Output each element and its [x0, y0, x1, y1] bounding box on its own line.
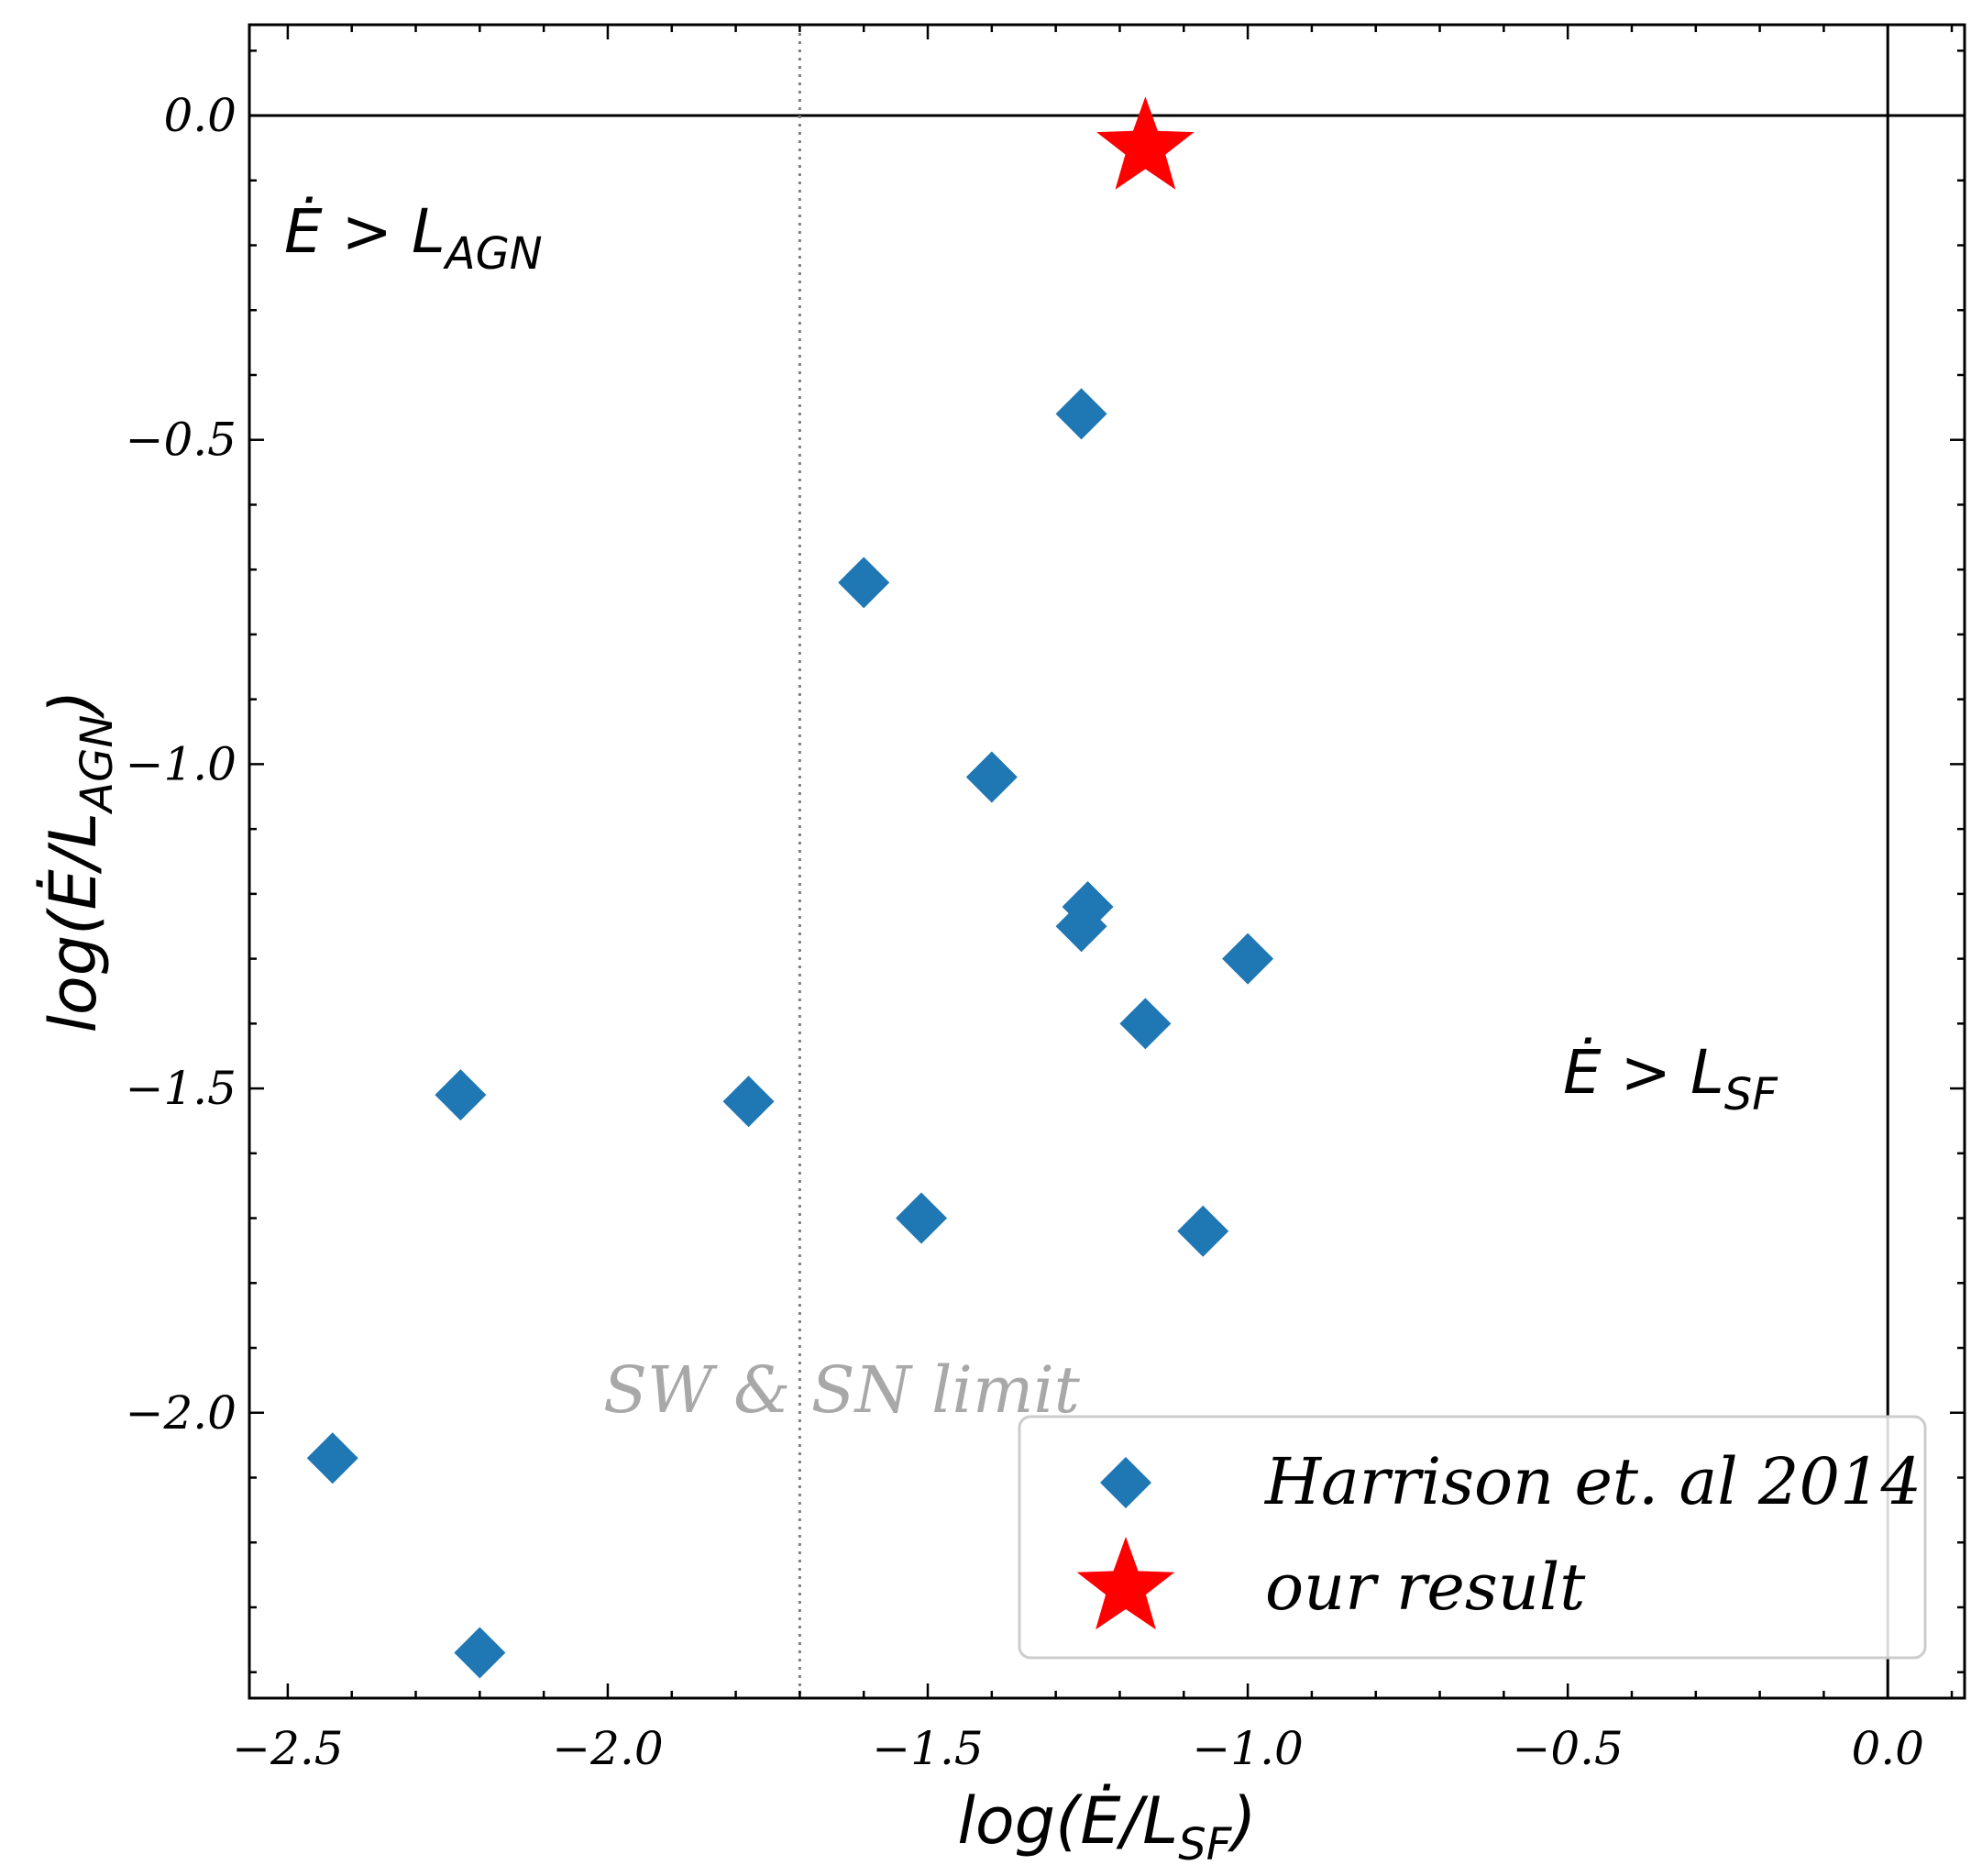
x-tick-label: −2.5 — [232, 1722, 343, 1775]
y-tick-label: −1.5 — [126, 1062, 237, 1115]
plot-area-border — [248, 23, 1966, 1700]
y-tick-label: −1.0 — [126, 737, 237, 790]
y-tick-label: −0.5 — [126, 414, 237, 467]
data-point-diamond — [1055, 388, 1107, 440]
data-point-diamond — [896, 1192, 948, 1244]
legend-star-shape — [1076, 1537, 1175, 1630]
data-point-diamond — [1177, 1205, 1229, 1257]
agn-region-label: Ė > LAGN — [284, 196, 543, 280]
y-tick-label: −2.0 — [126, 1386, 237, 1440]
x-tick-label: −1.0 — [1192, 1722, 1303, 1775]
legend-diamond-icon — [1100, 1457, 1151, 1508]
x-tick-label: −2.0 — [552, 1722, 663, 1775]
sw-sn-limit-label: SW & SN limit — [603, 1352, 1081, 1428]
legend-box — [1018, 1415, 1927, 1660]
data-point-diamond — [965, 751, 1018, 803]
legend-label-our-result: our result — [1265, 1550, 1586, 1625]
data-point-star — [1096, 96, 1195, 190]
axis-ticks: −2.5 −2.0 −1.5 −1.0 −0.5 0.0 0.0 −0.5 −1.0 −1.5 −2… — [126, 25, 1965, 1775]
legend-diamond-shape — [1100, 1457, 1151, 1508]
x-axis-title: log(Ė/LSF) — [957, 1783, 1256, 1870]
data-point-diamond — [306, 1432, 358, 1484]
data-point-diamond — [1222, 932, 1274, 985]
y-tick-label: 0.0 — [163, 89, 237, 142]
sf-region-label: Ė > LSF — [1563, 1037, 1778, 1120]
x-tick-label: 0.0 — [1851, 1722, 1924, 1775]
data-point-diamond — [838, 557, 890, 609]
data-markers — [306, 96, 1274, 1679]
x-tick-label: −1.5 — [872, 1722, 983, 1775]
legend-star-icon — [1076, 1537, 1175, 1630]
data-point-diamond — [435, 1069, 487, 1121]
legend: Harrison et. al 2014 our result — [1018, 1415, 1927, 1660]
x-tick-label: −0.5 — [1512, 1722, 1623, 1775]
data-point-diamond — [454, 1627, 506, 1679]
legend-label-harrison: Harrison et. al 2014 — [1263, 1444, 1921, 1519]
data-point-diamond — [1055, 900, 1107, 953]
y-axis-title: log(Ė/LAGN) — [36, 690, 123, 1032]
data-point-diamond — [722, 1076, 775, 1128]
data-point-diamond — [1119, 998, 1172, 1050]
